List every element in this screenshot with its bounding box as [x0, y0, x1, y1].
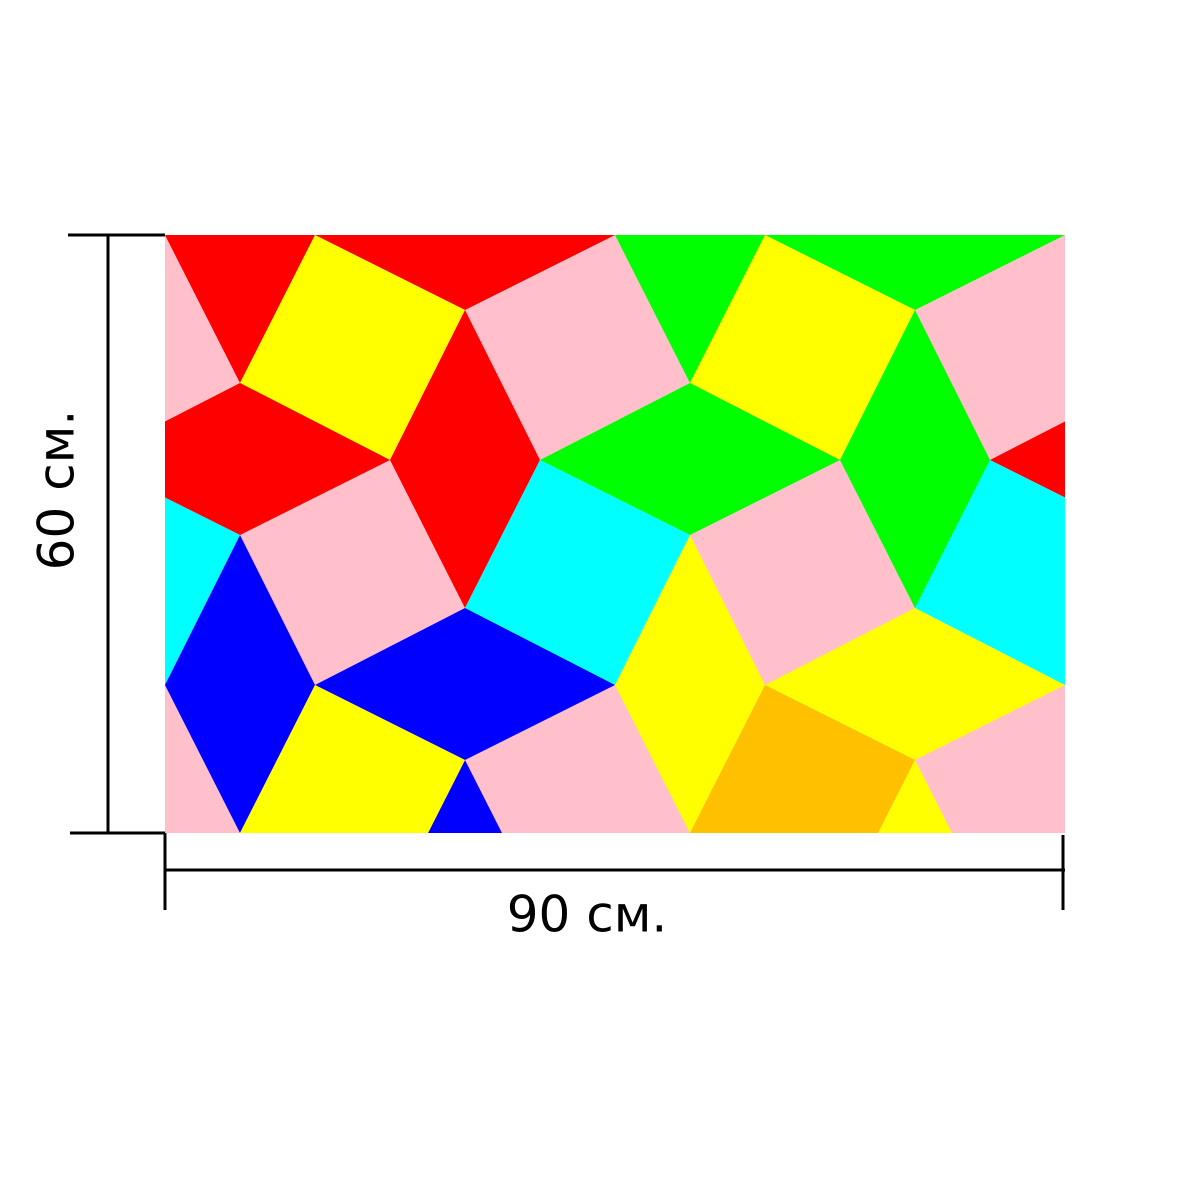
tile	[615, 235, 765, 383]
tile	[240, 685, 465, 833]
tile	[540, 383, 840, 535]
tile	[165, 235, 315, 383]
pattern	[165, 235, 1065, 833]
height-label: 60 см.	[28, 410, 86, 571]
tile	[690, 235, 915, 460]
tile	[465, 460, 690, 685]
tile	[165, 535, 315, 833]
tile	[840, 310, 990, 608]
tile	[878, 760, 952, 833]
tile	[690, 685, 915, 833]
tile	[165, 497, 240, 685]
tile	[165, 383, 390, 535]
tile	[428, 760, 502, 833]
tile	[315, 608, 615, 760]
dimension-lines	[68, 233, 1065, 910]
tile	[990, 421, 1065, 498]
tile	[765, 608, 1065, 760]
tile	[915, 460, 1065, 685]
tile	[615, 535, 765, 833]
tile	[240, 235, 465, 460]
tile	[315, 235, 615, 310]
width-label: 90 см.	[507, 886, 668, 944]
tile	[765, 235, 1065, 310]
tile	[390, 310, 540, 608]
